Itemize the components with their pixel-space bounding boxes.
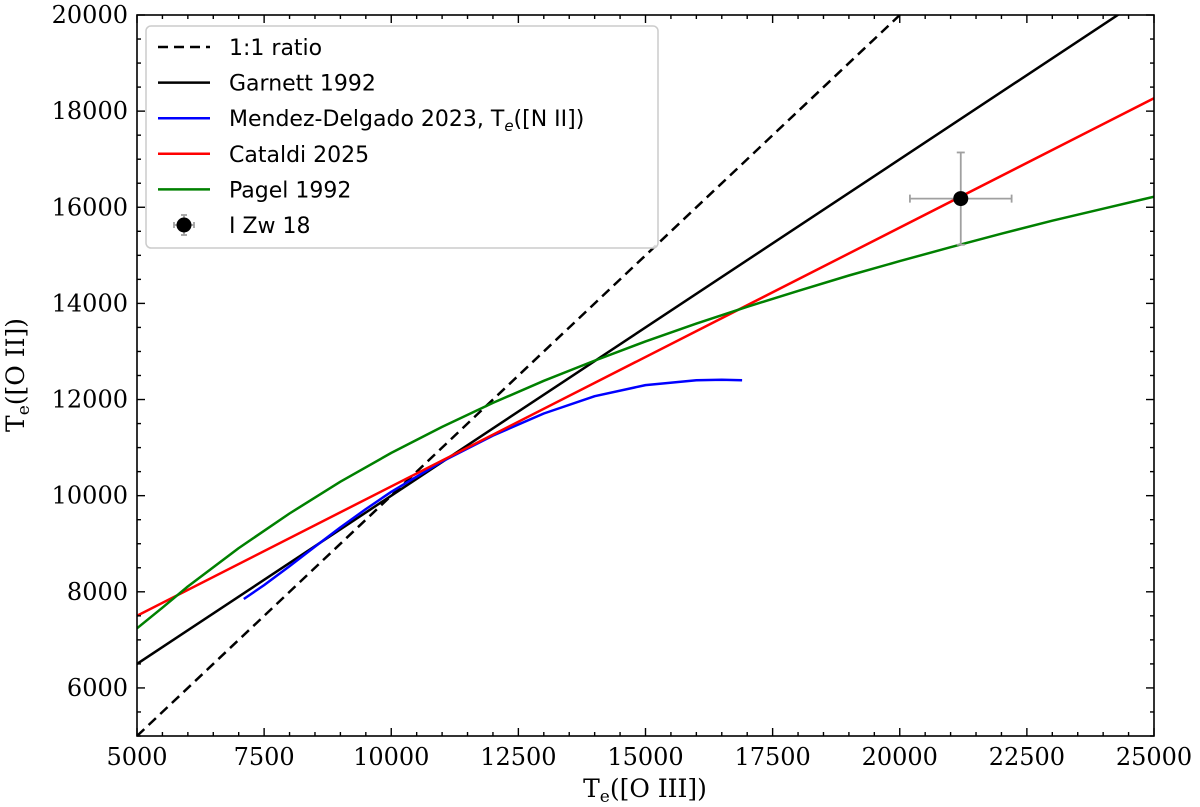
x-ticks: 5000 7500 10000 12500 15000 17500 20000 22500 25… bbox=[106, 15, 1192, 771]
series-layer bbox=[137, 15, 1154, 736]
legend-label: Mendez-Delgado 2023, Te([N II]) bbox=[229, 107, 584, 135]
y-tick-label: 12000 bbox=[52, 386, 128, 414]
x-tick-label: 5000 bbox=[106, 743, 167, 771]
x-tick-label: 12500 bbox=[480, 743, 556, 771]
series-line-cataldi-2025 bbox=[137, 97, 1154, 617]
legend-label: 1:1 ratio bbox=[229, 36, 322, 61]
x-tick-label: 7500 bbox=[234, 743, 295, 771]
y-tick-label: 10000 bbox=[52, 482, 128, 510]
x-tick-label: 17500 bbox=[734, 743, 810, 771]
y-tick-label: 8000 bbox=[67, 578, 128, 606]
legend-entry-cataldi-2025: Cataldi 2025 bbox=[158, 143, 369, 168]
legend: 1:1 ratio Garnett 1992 Mendez-Delgado 2023… bbox=[145, 25, 659, 249]
y-ticks: 6000 8000 10000 12000 14000 16000 18000 20000 bbox=[52, 1, 1154, 737]
legend-entry-pagel-1992: Pagel 1992 bbox=[158, 178, 351, 203]
legend-entry-garnett-1992: Garnett 1992 bbox=[158, 72, 376, 97]
y-tick-label: 6000 bbox=[67, 674, 128, 702]
x-tick-label: 10000 bbox=[353, 743, 429, 771]
legend-box bbox=[145, 25, 659, 249]
y-tick-label: 20000 bbox=[52, 1, 128, 29]
legend-label: Cataldi 2025 bbox=[229, 143, 369, 168]
y-tick-label: 14000 bbox=[52, 289, 128, 317]
points-layer bbox=[909, 151, 1013, 246]
legend-entry-mendez-delgado-2023-t-n-ii: Mendez-Delgado 2023, Te([N II]) bbox=[158, 107, 584, 135]
y-axis-label: Te([O II]) bbox=[1, 318, 34, 432]
legend-label: I Zw 18 bbox=[229, 214, 311, 239]
legend-label: Pagel 1992 bbox=[229, 178, 351, 203]
point-marker bbox=[953, 191, 969, 207]
x-tick-label: 15000 bbox=[607, 743, 683, 771]
legend-label: Garnett 1992 bbox=[229, 72, 376, 97]
series-line-garnett-1992 bbox=[137, 15, 1121, 665]
legend-marker bbox=[176, 217, 192, 233]
y-tick-label: 16000 bbox=[52, 193, 128, 221]
x-tick-label: 20000 bbox=[862, 743, 938, 771]
y-tick-label: 18000 bbox=[52, 97, 128, 125]
legend-entry-i-zw-18: I Zw 18 bbox=[173, 214, 311, 239]
x-axis-label: Te([O III]) bbox=[583, 774, 707, 807]
data-point-i-zw-18 bbox=[909, 151, 1013, 246]
x-tick-label: 22500 bbox=[989, 743, 1065, 771]
legend-entry-1-1-ratio: 1:1 ratio bbox=[158, 36, 322, 61]
series-line-pagel-1992 bbox=[137, 195, 1154, 630]
x-tick-label: 25000 bbox=[1116, 743, 1192, 771]
